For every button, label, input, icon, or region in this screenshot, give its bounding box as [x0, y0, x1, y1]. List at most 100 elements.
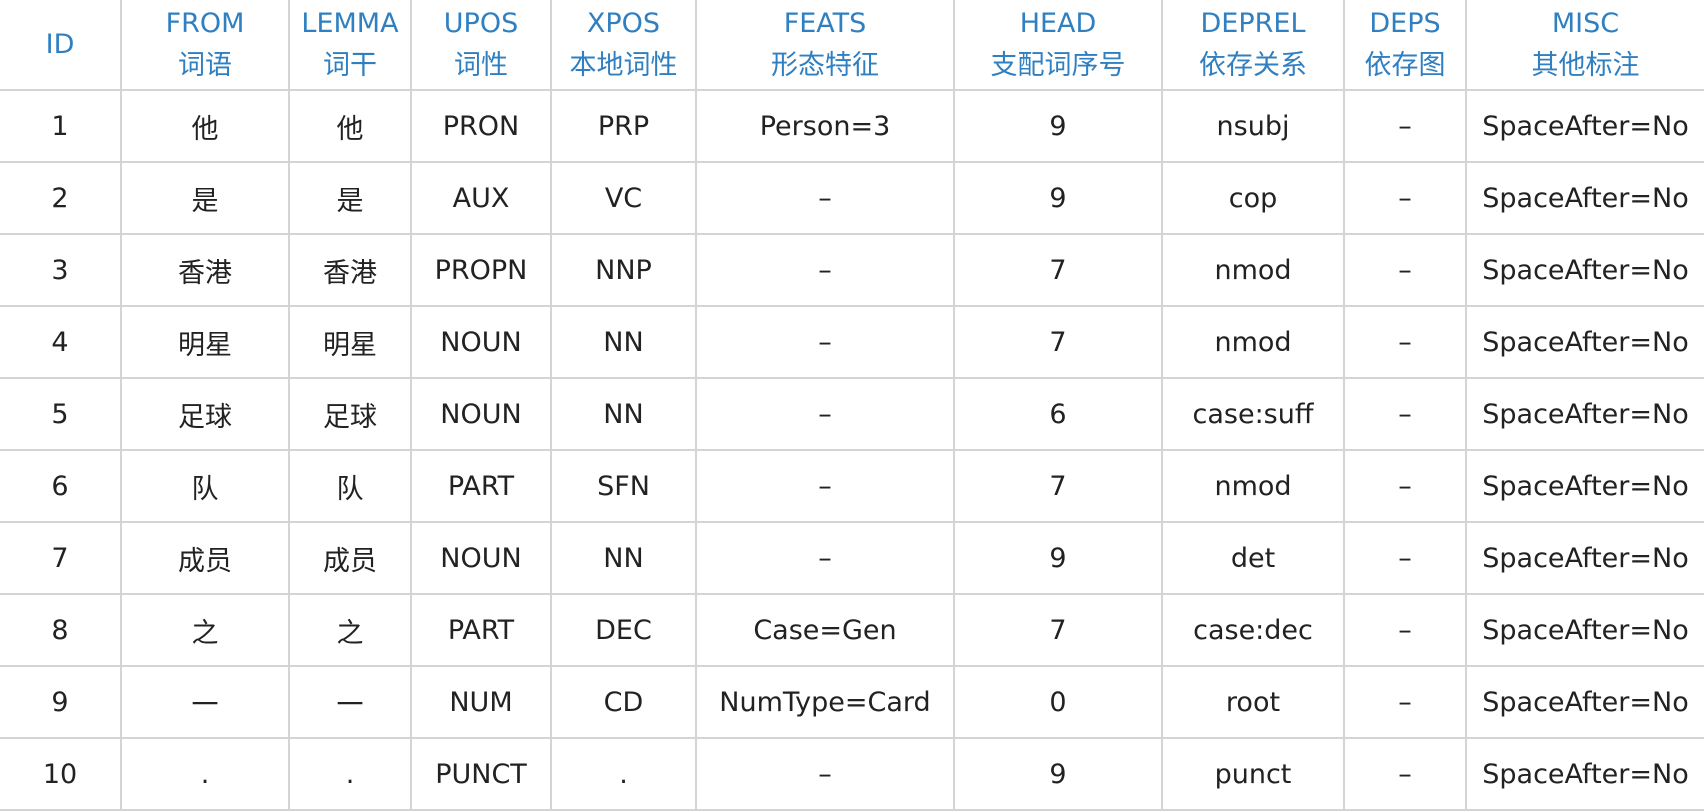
cell-deprel: nmod — [1161, 449, 1345, 523]
cell-upos: NOUN — [410, 305, 552, 379]
cell-misc: SpaceAfter=No — [1465, 161, 1704, 235]
column-header-zh: 词性 — [454, 49, 508, 81]
cell-upos: PART — [410, 593, 552, 667]
cell-id: 2 — [0, 161, 122, 235]
cell-feats: Case=Gen — [695, 593, 955, 667]
cell-misc: SpaceAfter=No — [1465, 593, 1704, 667]
cell-head: 7 — [953, 593, 1163, 667]
cell-head: 9 — [953, 161, 1163, 235]
table-body: 1 他他 PRON PRP Person=3 9 nsubj – SpaceAfter=No 2 是… — [0, 89, 1704, 811]
cell-id: 10 — [0, 737, 122, 811]
table-row: 8 之之 PART DEC Case=Gen 7 case:dec – SpaceAfter=N… — [0, 593, 1704, 667]
cell-misc: SpaceAfter=No — [1465, 521, 1704, 595]
cell-id: 1 — [0, 89, 122, 163]
cell-head: 9 — [953, 521, 1163, 595]
cell-deprel: case:suff — [1161, 377, 1345, 451]
table-header: ID FROM 词语 LEMMA 词干 UPOS 词性 XPOS 本地词性 FEATS 形态特征 HE… — [0, 0, 1704, 91]
column-header-id: ID — [0, 0, 122, 91]
cell-deps: – — [1343, 161, 1467, 235]
cell-from: 明星 — [120, 305, 290, 379]
table-row: 1 他他 PRON PRP Person=3 9 nsubj – SpaceAfter=No — [0, 89, 1704, 163]
cell-xpos: . — [550, 737, 697, 811]
cell-misc: SpaceAfter=No — [1465, 233, 1704, 307]
cell-upos: AUX — [410, 161, 552, 235]
table-row: 5 足球 足球 NOUN NN –6 case:suff – SpaceAfter=No — [0, 377, 1704, 451]
cell-id: 3 — [0, 233, 122, 307]
table-row: 7 成员 成员 NOUN NN –9 det – SpaceAfter=No — [0, 521, 1704, 595]
cell-deps: – — [1343, 305, 1467, 379]
cell-upos: PRON — [410, 89, 552, 163]
cell-lemma: . — [288, 737, 412, 811]
cell-feats: – — [695, 233, 955, 307]
cell-upos: NOUN — [410, 521, 552, 595]
column-header-from: FROM 词语 — [120, 0, 290, 91]
cell-xpos: NN — [550, 305, 697, 379]
cell-deps: – — [1343, 665, 1467, 739]
column-header-deprel: DEPREL 依存关系 — [1161, 0, 1345, 91]
table-row: 4 明星 明星 NOUN NN –7 nmod – SpaceAfter=No — [0, 305, 1704, 379]
cell-head: 7 — [953, 305, 1163, 379]
cell-deprel: nmod — [1161, 305, 1345, 379]
cell-lemma: 足球 — [288, 377, 412, 451]
cell-misc: SpaceAfter=No — [1465, 377, 1704, 451]
cell-from: 香港 — [120, 233, 290, 307]
cell-deprel: root — [1161, 665, 1345, 739]
column-header-en: LEMMA — [301, 7, 399, 39]
column-header-en: MISC — [1551, 7, 1620, 39]
cell-deps: – — [1343, 521, 1467, 595]
cell-xpos: NNP — [550, 233, 697, 307]
cell-head: 9 — [953, 737, 1163, 811]
column-header-en: HEAD — [1019, 7, 1097, 39]
column-header-feats: FEATS 形态特征 — [695, 0, 955, 91]
cell-xpos: PRP — [550, 89, 697, 163]
column-header-en: UPOS — [443, 7, 519, 39]
column-header-en: ID — [45, 28, 75, 60]
cell-misc: SpaceAfter=No — [1465, 305, 1704, 379]
cell-deprel: nmod — [1161, 233, 1345, 307]
column-header-lemma: LEMMA 词干 — [288, 0, 412, 91]
cell-feats: – — [695, 305, 955, 379]
table-row: 2 是是 AUX VC –9 cop – SpaceAfter=No — [0, 161, 1704, 235]
column-header-zh: 支配词序号 — [990, 49, 1126, 81]
cell-deps: – — [1343, 449, 1467, 523]
cell-from: . — [120, 737, 290, 811]
column-header-xpos: XPOS 本地词性 — [550, 0, 697, 91]
cell-head: 6 — [953, 377, 1163, 451]
cell-xpos: NN — [550, 377, 697, 451]
cell-deprel: nsubj — [1161, 89, 1345, 163]
cell-id: 9 — [0, 665, 122, 739]
column-header-en: FEATS — [783, 7, 867, 39]
column-header-upos: UPOS 词性 — [410, 0, 552, 91]
column-header-head: HEAD 支配词序号 — [953, 0, 1163, 91]
table-row: 10.. PUNCT. –9 punct – SpaceAfter=No — [0, 737, 1704, 811]
cell-from: 之 — [120, 593, 290, 667]
table-row: 3 香港 香港 PROPN NNP –7 nmod – SpaceAfter=No — [0, 233, 1704, 307]
cell-feats: NumType=Card — [695, 665, 955, 739]
column-header-zh: 词干 — [323, 49, 377, 81]
cell-head: 9 — [953, 89, 1163, 163]
cell-deprel: cop — [1161, 161, 1345, 235]
cell-feats: – — [695, 737, 955, 811]
cell-xpos: NN — [550, 521, 697, 595]
cell-from: 一 — [120, 665, 290, 739]
cell-lemma: 明星 — [288, 305, 412, 379]
column-header-en: DEPREL — [1200, 7, 1306, 39]
cell-upos: PART — [410, 449, 552, 523]
cell-feats: – — [695, 521, 955, 595]
cell-deprel: det — [1161, 521, 1345, 595]
cell-id: 7 — [0, 521, 122, 595]
cell-deps: – — [1343, 593, 1467, 667]
cell-misc: SpaceAfter=No — [1465, 449, 1704, 523]
cell-lemma: 队 — [288, 449, 412, 523]
table-row: 9 一一 NUM CD NumType=Card 0 root – SpaceAfter=No — [0, 665, 1704, 739]
cell-lemma: 香港 — [288, 233, 412, 307]
cell-head: 7 — [953, 449, 1163, 523]
column-header-zh: 形态特征 — [771, 49, 879, 81]
column-header-zh: 本地词性 — [569, 49, 678, 81]
cell-upos: PUNCT — [410, 737, 552, 811]
cell-xpos: VC — [550, 161, 697, 235]
cell-lemma: 他 — [288, 89, 412, 163]
cell-id: 6 — [0, 449, 122, 523]
cell-xpos: DEC — [550, 593, 697, 667]
